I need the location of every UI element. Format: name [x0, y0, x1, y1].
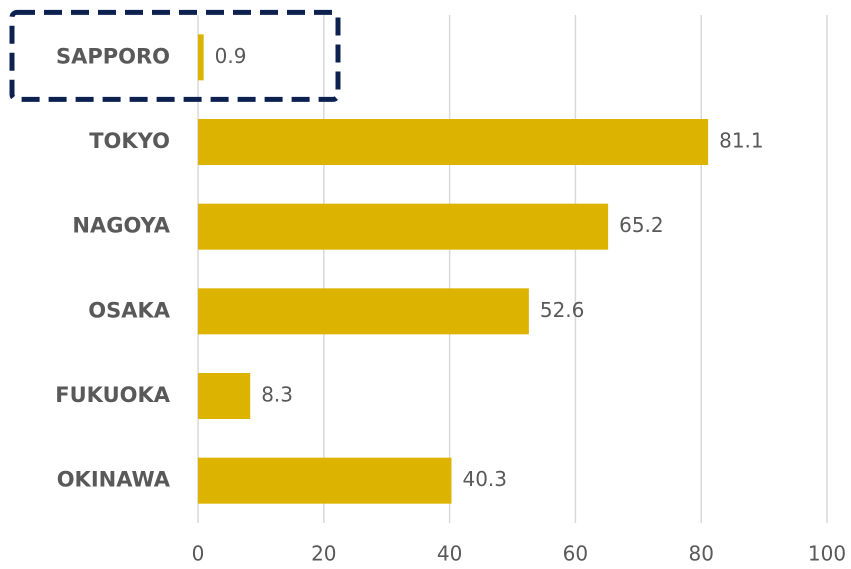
value-label: 40.3: [462, 467, 507, 491]
x-tick-label: 20: [311, 542, 336, 566]
bar: [198, 457, 452, 504]
value-label: 65.2: [619, 213, 664, 237]
value-label: 0.9: [215, 44, 247, 68]
y-tick-label: OSAKA: [88, 298, 171, 322]
x-tick-label: 0: [192, 542, 205, 566]
y-tick-label: OKINAWA: [57, 468, 171, 492]
y-tick-label: NAGOYA: [72, 214, 170, 238]
value-label: 8.3: [261, 383, 293, 407]
x-tick-label: 80: [688, 542, 713, 566]
y-tick-label: TOKYO: [89, 129, 170, 153]
y-tick-label: SAPPORO: [56, 44, 170, 68]
value-label: 52.6: [540, 298, 585, 322]
highlight-box: [9, 9, 341, 102]
bar: [198, 203, 609, 250]
bar: [198, 34, 204, 81]
value-label: 81.1: [719, 129, 764, 153]
bar: [198, 373, 251, 419]
x-tick-label: 40: [437, 542, 462, 566]
x-tick-label: 100: [808, 542, 846, 566]
x-tick-label: 60: [563, 542, 588, 566]
bar: [198, 288, 529, 335]
bar: [198, 119, 709, 165]
y-tick-label: FUKUOKA: [55, 383, 170, 407]
